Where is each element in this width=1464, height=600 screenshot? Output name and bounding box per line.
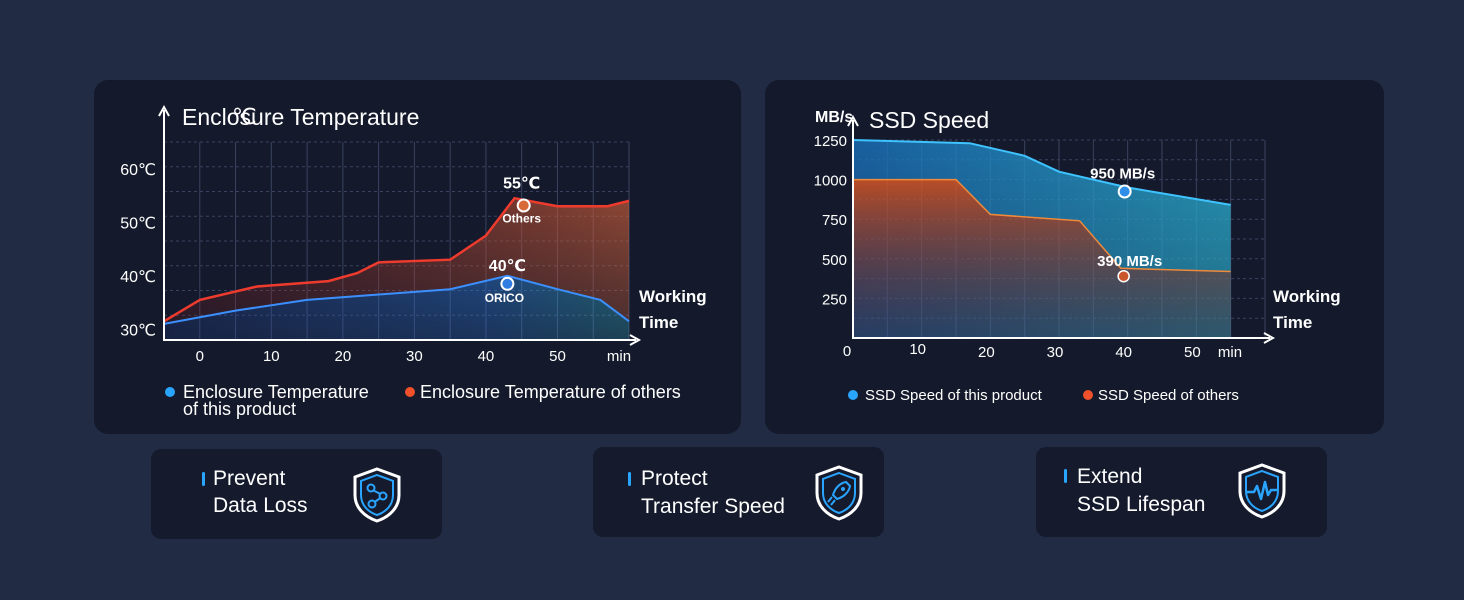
speed-xlabel-line1: Working <box>1273 287 1341 306</box>
x-axis-arrow <box>1263 332 1276 344</box>
feature-card-prevent-data-loss: Prevent Data Loss <box>151 449 442 539</box>
y-tick-label: 1250 <box>814 133 847 150</box>
series-area-others <box>853 179 1231 338</box>
x-tick-label: 30 <box>1047 344 1064 361</box>
feature-card-extend-ssd-lifespan: Extend SSD Lifespan <box>1036 447 1327 537</box>
y-tick-label: 60℃ <box>120 162 156 179</box>
temperature-legend-this-line2: of this product <box>183 399 296 419</box>
x-tick-label: 10 <box>909 341 926 358</box>
others-peak-value-label: 55℃ <box>503 176 540 193</box>
temperature-legend-dot-this <box>165 387 175 397</box>
temperature-chart-panel: 0 10 20 30 40 50 min 30℃ 40℃ 50℃ 60℃ 55℃ Others 40℃ O… <box>94 80 741 434</box>
x-tick-label: 40 <box>478 348 495 365</box>
x-tick-label: 0 <box>196 348 204 365</box>
others-speed-label: 390 MB/s <box>1097 253 1162 270</box>
y-tick-label: 1000 <box>814 173 847 190</box>
temperature-xlabel-line1: Working <box>639 287 707 306</box>
feature-line2: Transfer Speed <box>641 495 785 518</box>
feature-line1: Extend <box>1077 465 1143 488</box>
this-product-speed-marker <box>1117 184 1132 199</box>
others-speed-marker <box>1117 269 1130 283</box>
y-tick-label: 500 <box>822 252 847 269</box>
y-axis-arrow <box>158 104 170 117</box>
temperature-legend-dot-others <box>405 387 415 397</box>
series-line-this-product <box>163 274 630 325</box>
speed-legend-this: SSD Speed of this product <box>865 387 1043 404</box>
shield-network-icon <box>353 467 401 523</box>
series-line-others <box>163 196 630 323</box>
y-tick-label: 40℃ <box>120 269 156 286</box>
feature-accent-bar <box>202 472 205 486</box>
shield-pulse-icon <box>1238 463 1286 519</box>
x-axis-arrow <box>629 334 642 346</box>
y-tick-label: 250 <box>822 291 847 308</box>
x-tick-label: 10 <box>263 348 280 365</box>
temperature-y-unit: ℃ <box>232 104 257 129</box>
temperature-legend-this-line1: Enclosure Temperature <box>183 382 369 402</box>
y-tick-label: 30℃ <box>120 322 156 339</box>
series-line-this-product <box>852 139 1231 206</box>
x-tick-label: 30 <box>406 348 423 365</box>
y-tick-label: 50℃ <box>120 215 156 232</box>
speed-legend-others: SSD Speed of others <box>1098 387 1239 404</box>
temperature-xlabel-line2: Time <box>639 313 678 332</box>
feature-line1: Protect <box>641 467 708 490</box>
temperature-axes <box>158 104 642 346</box>
feature-card-protect-transfer-speed: Protect Transfer Speed <box>593 447 884 537</box>
feature-line2: SSD Lifespan <box>1077 493 1206 516</box>
x-tick-label: 0 <box>843 343 851 360</box>
x-tick-label: 20 <box>978 344 995 361</box>
speed-axes <box>847 114 1276 344</box>
temperature-chart-title: Enclosure Temperature <box>182 104 419 130</box>
speed-chart-panel: 0 10 20 30 40 50 min 250 500 750 1000 1250 950 MB/s… <box>765 80 1384 434</box>
feature-line2: Data Loss <box>213 494 308 517</box>
speed-xlabel-line2: Time <box>1273 313 1312 332</box>
shield-rocket-icon <box>815 465 863 521</box>
others-peak-marker <box>516 198 531 213</box>
x-axis-unit: min <box>1218 344 1242 361</box>
y-tick-label: 750 <box>822 212 847 229</box>
feature-accent-bar <box>628 472 631 486</box>
speed-legend-dot-this <box>848 390 858 400</box>
speed-chart: 0 10 20 30 40 50 min 250 500 750 1000 1250 950 MB/s… <box>814 107 1341 404</box>
series-area-this-product <box>164 275 629 340</box>
temperature-chart: 0 10 20 30 40 50 min 30℃ 40℃ 50℃ 60℃ 55℃ Others 40℃ O… <box>120 104 707 419</box>
x-tick-label: 40 <box>1115 344 1132 361</box>
others-peak-sublabel: Others <box>502 212 541 226</box>
x-tick-label: 50 <box>1184 344 1201 361</box>
feature-line1: Prevent <box>213 467 286 490</box>
x-axis-unit: min <box>607 348 631 365</box>
temperature-legend-others: Enclosure Temperature of others <box>420 382 681 402</box>
feature-accent-bar <box>1064 469 1067 483</box>
speed-chart-title: SSD Speed <box>869 107 989 133</box>
this-product-peak-marker <box>500 276 515 291</box>
x-tick-label: 20 <box>335 348 352 365</box>
series-line-others <box>853 178 1231 273</box>
this-product-peak-value-label: 40℃ <box>489 258 526 275</box>
speed-legend-dot-others <box>1083 390 1093 400</box>
speed-y-unit: MB/s <box>815 109 853 126</box>
this-product-peak-sublabel: ORICO <box>485 291 524 305</box>
y-axis-arrow <box>847 114 859 127</box>
this-product-speed-label: 950 MB/s <box>1090 166 1155 183</box>
x-tick-label: 50 <box>549 348 566 365</box>
